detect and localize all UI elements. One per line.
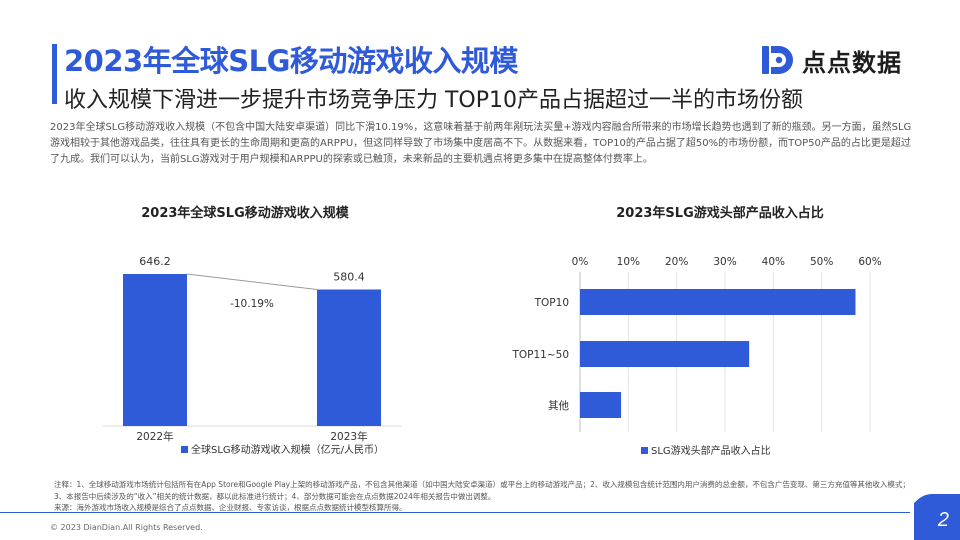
bar-TOP10 (580, 289, 856, 315)
data-label: 646.2 (139, 255, 171, 268)
logo-text: 点点数据 (802, 48, 902, 77)
legend-swatch (181, 446, 188, 453)
copyright-text: © 2023 DianDian.All Rights Reserved. (50, 523, 203, 532)
x-tick-label: 0% (572, 256, 589, 268)
change-connector (186, 273, 318, 290)
x-tick-label: 10% (617, 256, 640, 268)
brand-logo: 点点数据 (760, 40, 902, 80)
page-subtitle: 收入规模下滑进一步提升市场竞争压力 TOP10产品占据超过一半的市场份额 (64, 88, 804, 113)
share-chart-title: 2023年SLG游戏头部产品收入占比 (616, 206, 824, 221)
bar-2022年 (123, 274, 187, 426)
change-annotation: -10.19% (230, 298, 274, 310)
x-tick-label: 20% (665, 256, 688, 268)
y-tick-label: TOP11~50 (511, 349, 569, 361)
x-tick-label: 60% (858, 256, 881, 268)
dd-logo-icon (762, 46, 793, 74)
source-line: 来源：海外游戏市场收入规模是综合了点点数据、企业财报、专家访谈，根据点点数据统计… (54, 503, 407, 512)
intro-paragraph: 2023年全球SLG移动游戏收入规模（不包含中国大陆安卓渠道）同比下滑10.19… (50, 122, 912, 165)
x-tick-label: 2023年 (330, 430, 367, 443)
footer-divider (0, 512, 910, 513)
legend-swatch (641, 447, 648, 454)
page-number: 2 (937, 509, 949, 531)
page-title: 2023年全球SLG移动游戏收入规模 (64, 44, 518, 78)
page-badge-shape (914, 494, 960, 540)
page-number-badge: 2 (914, 494, 960, 540)
title-accent-bar (52, 44, 57, 104)
footnote-line: 注释：1、全球移动游戏市场统计包括所有在App Store和Google Pla… (54, 480, 910, 501)
legend-label: SLG游戏头部产品收入占比 (651, 444, 771, 457)
x-tick-label: 50% (810, 256, 833, 268)
revenue-chart-title: 2023年全球SLG移动游戏收入规模 (141, 206, 349, 221)
bar-2023年 (317, 289, 381, 426)
x-tick-label: 40% (762, 256, 785, 268)
legend-label: 全球SLG移动游戏收入规模（亿元/人民币） (191, 443, 384, 456)
bar-TOP11~50 (580, 341, 750, 367)
bar-其他 (580, 392, 622, 418)
data-label: 580.4 (333, 270, 365, 283)
y-tick-label: 其他 (548, 399, 569, 412)
x-tick-label: 30% (713, 256, 736, 268)
footnotes: 注释：1、全球移动游戏市场统计包括所有在App Store和Google Pla… (54, 479, 914, 514)
y-tick-label: TOP10 (534, 297, 569, 309)
x-tick-label: 2022年 (136, 430, 173, 443)
